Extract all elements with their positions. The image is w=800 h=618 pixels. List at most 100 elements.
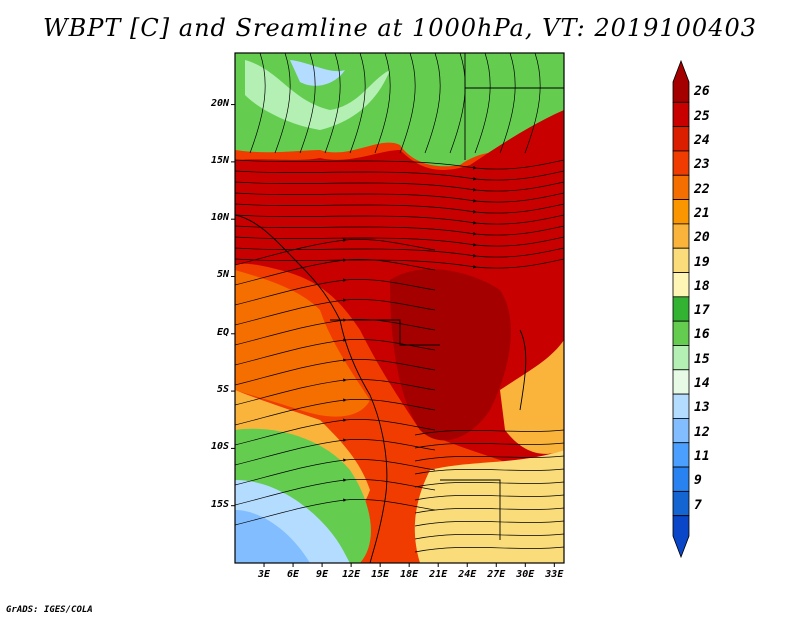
streamline-west: [235, 358, 436, 386]
colorbar-label: 16: [694, 327, 710, 343]
lon-label: 3E: [257, 569, 271, 580]
colorbar-segment: [672, 442, 690, 468]
lat-label: 20N: [210, 97, 229, 109]
colorbar-label: 7: [694, 497, 702, 513]
field-coast: [235, 270, 370, 417]
streamline-sahel: [235, 236, 564, 247]
border-congo: [330, 319, 440, 346]
colorbar-label: 23: [694, 157, 710, 173]
colorbar-segment: [672, 150, 690, 176]
colorbar-label: 17: [694, 303, 710, 319]
map-frame: [234, 52, 565, 564]
lon-label: 30E: [516, 569, 535, 580]
lat-label: 15S: [210, 498, 229, 510]
colorbar-label: 18: [694, 278, 710, 294]
colorbar-label: 26: [694, 84, 710, 100]
lon-label: 18E: [400, 569, 419, 580]
colorbar-segment: [672, 466, 690, 492]
streamline-sahel: [235, 181, 564, 192]
streamline-north: [349, 53, 366, 154]
colorbar-label: 20: [694, 230, 710, 246]
wbpt-field: [235, 53, 564, 563]
colorbar-segment: [672, 174, 690, 200]
chart-title: WBPT [C] and Sreamline at 1000hPa, VT: 2…: [42, 14, 758, 42]
coastline-west: [235, 214, 388, 563]
colorbar-segment: [672, 345, 690, 371]
streamline-southeast: [414, 494, 564, 501]
colorbar-segment: [672, 59, 690, 103]
streamline-west: [235, 498, 436, 526]
streamline-north: [374, 53, 391, 154]
streamline-sahel: [235, 170, 564, 181]
grads-credit: GrADS: IGES/COLA: [6, 605, 93, 615]
streamline-north: [324, 53, 341, 154]
streamline-southeast: [414, 546, 564, 553]
lon-label: 9E: [316, 569, 329, 580]
colorbar-label: 11: [694, 449, 710, 465]
field-east-lakes: [500, 340, 564, 454]
streamline-west: [235, 298, 436, 326]
streamline-southeast: [414, 442, 564, 449]
lat-label: 15N: [210, 154, 229, 166]
streamline-southeast: [414, 533, 564, 540]
streamline-southeast: [414, 468, 564, 475]
colorbar-segment: [672, 272, 690, 298]
lon-label: 33E: [545, 569, 564, 580]
streamline-north: [449, 53, 466, 154]
streamline-west: [235, 458, 436, 486]
colorbar-label: 15: [694, 351, 710, 367]
colorbar-segment: [672, 369, 690, 395]
lat-label: 5N: [216, 269, 229, 281]
colorbar-segment: [672, 418, 690, 444]
colorbar-label: 14: [694, 376, 710, 392]
streamline-north: [424, 53, 441, 154]
streamline-sahel: [235, 247, 564, 258]
streamline-sahel: [235, 159, 564, 170]
colorbar-segment: [672, 247, 690, 273]
streamline-west: [235, 418, 436, 446]
streamline-west: [235, 398, 436, 426]
streamline-west: [235, 378, 436, 406]
colorbar-segment: [672, 223, 690, 249]
colorbar-label: 22: [694, 181, 710, 197]
colorbar-label: 9: [694, 473, 702, 489]
colorbar-label: 21: [694, 205, 710, 221]
streamline-west: [235, 478, 436, 506]
colorbar-segment: [672, 101, 690, 128]
field-south-blue: [235, 510, 310, 563]
axis-ticks: [231, 104, 555, 567]
country-borders: [235, 53, 564, 563]
colorbar-segment: [672, 296, 690, 322]
colorbar-segment: [672, 320, 690, 346]
streamline-west: [235, 278, 436, 306]
colorbar-label: 13: [694, 400, 710, 416]
streamline-sahel: [235, 225, 564, 236]
streamline-north: [524, 53, 541, 154]
lon-label: 24E: [458, 569, 477, 580]
streamline-west: [235, 238, 436, 266]
streamline-north: [299, 53, 316, 154]
streamline-southeast: [414, 520, 564, 527]
colorbar-segment: [672, 515, 690, 559]
colorbar-segment: [672, 199, 690, 225]
colorbar-label: 19: [694, 254, 710, 270]
colorbar-segment: [672, 126, 690, 152]
streamline-north: [399, 53, 416, 154]
lon-label: 21E: [429, 569, 448, 580]
colorbar-label: 25: [694, 108, 710, 124]
lon-label: 15E: [371, 569, 390, 580]
streamline-north: [474, 53, 491, 154]
lat-label: 10N: [210, 212, 229, 224]
colorbar-segment: [672, 490, 690, 517]
field-north-pale: [290, 60, 345, 86]
lon-label: 27E: [487, 569, 506, 580]
field-deep-core: [390, 269, 511, 441]
streamline-sahel: [235, 214, 564, 225]
border-lakes: [519, 329, 527, 411]
streamline-sahel: [235, 203, 564, 214]
streamline-southeast: [414, 507, 564, 514]
streamline-north: [249, 53, 266, 154]
streamline-sahel: [235, 192, 564, 203]
streamline-north: [499, 53, 516, 154]
